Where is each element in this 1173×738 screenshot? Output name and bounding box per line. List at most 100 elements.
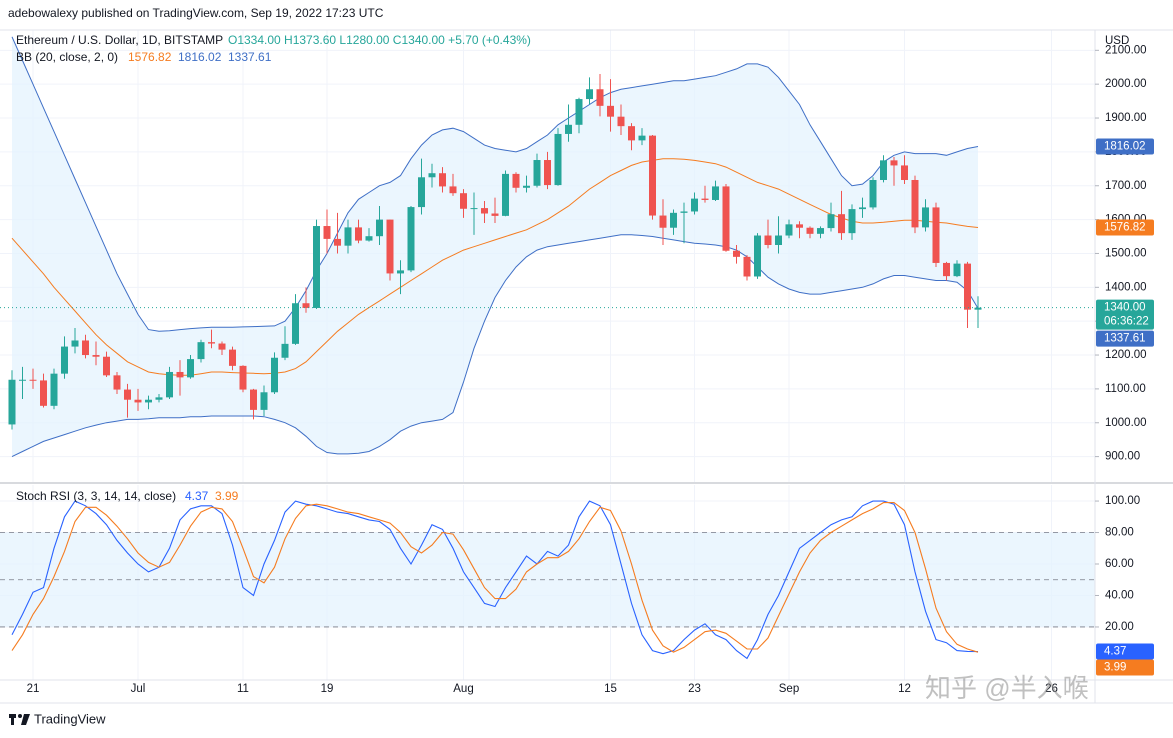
plot-layer	[0, 36, 1095, 660]
candle-body	[19, 379, 26, 381]
upper-tag	[1096, 138, 1154, 155]
candle-body	[323, 226, 331, 239]
candle-body	[344, 227, 352, 246]
candle-body	[29, 379, 37, 381]
candle-body	[292, 303, 299, 344]
candle-body	[470, 208, 478, 210]
x-tick-label: 15	[604, 683, 617, 695]
y-tick-label: 20.00	[1105, 621, 1134, 633]
candle-body	[229, 349, 236, 366]
candle-body	[61, 346, 68, 374]
y-tick-label: 1900.00	[1105, 112, 1147, 124]
candle-body	[460, 193, 467, 209]
candle-body	[386, 219, 394, 274]
logo-part	[21, 714, 30, 725]
y-tick-label: 80.00	[1105, 527, 1134, 539]
candle-body	[208, 342, 215, 344]
basis-tag	[1096, 219, 1154, 236]
candle-body	[502, 173, 509, 216]
candle-body	[901, 165, 908, 180]
candle-body	[827, 214, 835, 229]
candle-body	[701, 198, 709, 200]
candle-body	[649, 135, 656, 216]
bb-line	[11, 36, 979, 332]
candle-body	[964, 263, 971, 310]
osc-tag-text: 4.37	[1104, 646, 1126, 658]
band-fill	[12, 36, 978, 457]
candle-body	[313, 226, 320, 308]
candle-body	[890, 160, 898, 166]
x-tick-label: Aug	[453, 683, 473, 695]
candle-body	[943, 262, 950, 277]
y-tick-label: 1000.00	[1105, 417, 1147, 429]
candle-body	[449, 186, 457, 194]
y-tick-label: 1100.00	[1105, 383, 1146, 395]
upper-tag-text: 1816.02	[1104, 140, 1146, 152]
osc-tag	[1096, 643, 1154, 660]
candle-body	[82, 340, 89, 356]
x-tick-label: 11	[237, 683, 249, 695]
candle-body	[103, 356, 110, 376]
candle-body	[145, 399, 152, 403]
candle-body	[197, 342, 205, 360]
lower-tag	[1096, 330, 1154, 347]
y-tick-label: 2000.00	[1105, 78, 1147, 90]
stoch-line	[11, 500, 979, 660]
candle-body	[481, 208, 488, 214]
candle-body	[155, 397, 163, 400]
candle-body	[40, 380, 47, 406]
x-tick-label: Sep	[779, 683, 799, 695]
logo-part	[11, 714, 14, 725]
candle-body	[764, 235, 772, 245]
watermark: 知乎 @半入喉	[925, 673, 1089, 703]
x-tick-label: 26	[1045, 683, 1058, 695]
x-tick-label: 12	[898, 683, 911, 695]
osc-tag-text: 3.99	[1104, 662, 1126, 674]
stoch-d-value: 3.99	[215, 489, 239, 503]
candle-body	[659, 215, 667, 228]
brand-logo	[9, 714, 30, 725]
candle-body	[680, 211, 688, 213]
candle-body	[428, 173, 436, 178]
candle-body	[544, 160, 551, 186]
y-tick-label: 40.00	[1105, 590, 1134, 602]
x-tick-label: Jul	[131, 683, 146, 695]
candle-body	[796, 224, 803, 228]
x-tick-label: 21	[27, 683, 40, 695]
candle-body	[124, 389, 131, 400]
candle-body	[712, 186, 719, 200]
candle-body	[113, 375, 121, 390]
candle-body	[565, 124, 572, 134]
candle-body	[418, 177, 425, 208]
brand-name: TradingView	[34, 711, 106, 726]
candle-body	[859, 207, 866, 210]
candle-body	[743, 256, 751, 277]
y-tick-label: 1700.00	[1105, 180, 1147, 192]
last-price-text: 1340.00	[1104, 302, 1146, 314]
label-layer: 21 Jul 11 19 Aug 15 23 Sep 12 26 900.00 1000.00 1100…	[27, 44, 1154, 695]
candle-body	[932, 207, 940, 263]
candle-body	[302, 303, 310, 308]
osc-tag	[1096, 659, 1154, 676]
candle-body	[166, 371, 173, 398]
candle-body	[512, 173, 520, 188]
candle-body	[722, 186, 730, 251]
y-tick-label: 900.00	[1105, 451, 1140, 463]
bb-basis-value: 1576.82	[128, 50, 172, 64]
candle-body	[838, 214, 845, 234]
candle-body	[617, 116, 625, 127]
candle-body	[733, 250, 740, 257]
symbol-title: Ethereum / U.S. Dollar, 1D, BITSTAMP	[16, 33, 223, 47]
candle-body	[365, 236, 373, 241]
candle-body	[974, 307, 982, 310]
candle-body	[953, 263, 961, 277]
candle-body	[607, 105, 614, 117]
candle-body	[71, 340, 79, 347]
candle-body	[439, 173, 446, 187]
candle-body	[355, 227, 362, 241]
y-tick-label: 1400.00	[1105, 281, 1147, 293]
candle-body	[334, 238, 341, 246]
candle-body	[281, 343, 289, 358]
y-tick-label: 2100.00	[1105, 44, 1147, 56]
